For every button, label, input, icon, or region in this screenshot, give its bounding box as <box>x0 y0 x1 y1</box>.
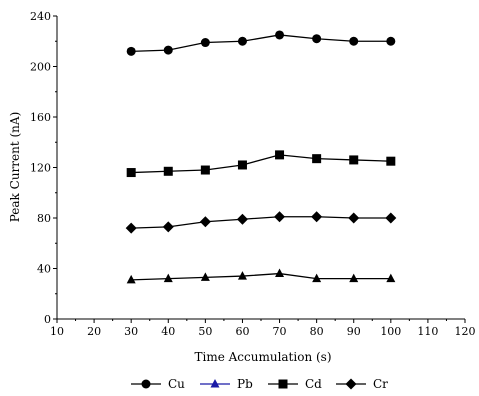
data-point-cd <box>349 155 359 165</box>
x-tick-label: 110 <box>417 325 438 338</box>
data-point-cd <box>163 166 173 176</box>
data-point-cd <box>312 154 322 164</box>
series-line-pb <box>131 272 391 281</box>
legend-item-pb: Pb <box>200 377 253 391</box>
data-point-pb <box>200 272 210 281</box>
data-point-cu <box>386 36 396 46</box>
x-tick-label: 70 <box>273 325 287 338</box>
data-point-cd <box>237 160 247 170</box>
data-point-cu <box>237 36 247 46</box>
y-tick-label: 240 <box>30 10 51 23</box>
legend-label: Cu <box>168 377 185 391</box>
data-point-cr <box>274 211 286 223</box>
data-point-cu <box>275 30 285 40</box>
x-tick-label: 60 <box>235 325 249 338</box>
data-point-cr <box>385 212 397 224</box>
legend-label: Cd <box>305 377 322 391</box>
y-tick-label: 40 <box>37 263 51 276</box>
data-point-pb <box>275 268 285 278</box>
y-tick-label: 0 <box>44 313 51 326</box>
data-point-pb <box>312 273 322 283</box>
data-point-cu <box>163 45 173 55</box>
data-point-cr <box>348 212 360 224</box>
data-point-pb <box>349 273 359 283</box>
series-line-cu <box>131 34 391 52</box>
legend-marker <box>345 378 357 390</box>
y-tick-label: 120 <box>30 162 51 175</box>
y-tick-label: 160 <box>30 111 51 124</box>
x-axis-title: Time Accumulation (s) <box>194 350 331 364</box>
legend-item-cu: Cu <box>131 377 185 391</box>
data-point-pb <box>237 271 247 280</box>
legend: Cu Pb Cd Cr <box>131 377 388 391</box>
series-cd <box>126 150 396 178</box>
data-point-cr <box>162 221 174 233</box>
x-tick-label: 30 <box>124 325 138 338</box>
x-tick-label: 20 <box>87 325 101 338</box>
y-tick-label: 200 <box>30 61 51 74</box>
data-point-cu <box>200 38 210 48</box>
x-tick-label: 100 <box>380 325 401 338</box>
data-point-cr <box>199 216 211 228</box>
x-tick-label: 10 <box>50 325 64 338</box>
y-tick-label: 80 <box>37 212 51 225</box>
x-tick-label: 50 <box>198 325 212 338</box>
x-axis: 10 20 30 40 50 60 70 80 90 100 110 120 <box>50 319 476 338</box>
plot-frame <box>56 16 465 320</box>
x-tick-label: 120 <box>455 325 476 338</box>
data-point-cd <box>275 150 285 160</box>
series-cu <box>126 30 396 56</box>
series-line-cd <box>131 154 391 174</box>
legend-marker <box>141 379 151 389</box>
legend-label: Cr <box>373 377 388 391</box>
data-point-cr <box>125 222 137 234</box>
data-point-cu <box>312 34 322 44</box>
x-tick-label: 90 <box>347 325 361 338</box>
data-point-pb <box>386 273 396 283</box>
x-tick-label: 80 <box>310 325 324 338</box>
y-axis-title: Peak Current (nA) <box>8 112 22 222</box>
legend-item-cd: Cd <box>268 377 322 391</box>
y-axis: 0 40 80 120 160 200 240 <box>30 10 57 326</box>
data-point-cr <box>311 211 323 223</box>
legend-marker <box>278 379 288 389</box>
data-point-pb <box>163 273 173 283</box>
data-point-cu <box>126 46 136 56</box>
data-point-cd <box>200 165 210 175</box>
series-pb <box>126 268 396 284</box>
series-line-cr <box>131 216 391 229</box>
data-point-cu <box>349 36 359 46</box>
data-point-cd <box>126 168 136 178</box>
series-cr <box>125 211 397 234</box>
data-point-cr <box>236 213 248 225</box>
series-layer <box>125 30 397 284</box>
legend-item-cr: Cr <box>336 377 388 391</box>
data-point-cd <box>386 156 396 166</box>
x-tick-label: 40 <box>161 325 175 338</box>
legend-label: Pb <box>237 377 253 391</box>
legend-marker <box>210 379 220 388</box>
data-point-pb <box>126 274 136 284</box>
